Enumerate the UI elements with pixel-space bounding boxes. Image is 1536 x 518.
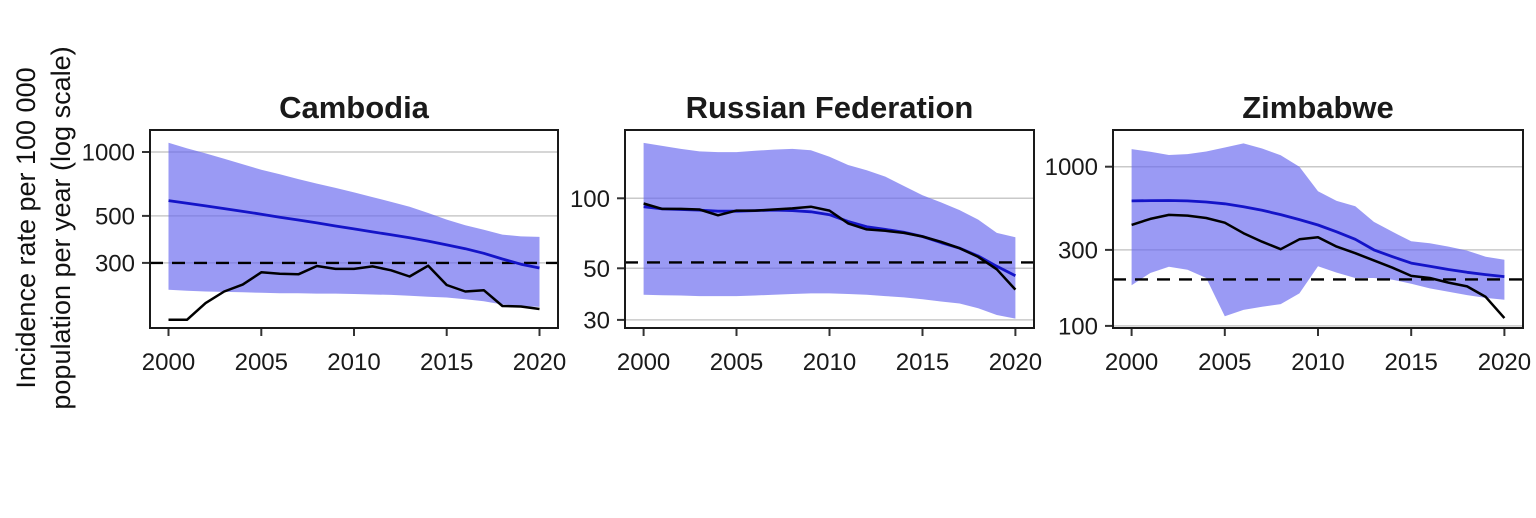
confidence-band (1131, 143, 1505, 317)
x-tick-label: 2020 (513, 349, 566, 376)
y-tick-label: 500 (95, 203, 135, 230)
x-tick-label: 2010 (1291, 349, 1344, 376)
panel-title-cambodia: Cambodia (279, 90, 429, 125)
plot-area: 2000 2005 2010 2015 2020 1000 500 300 2000 2005 20… (82, 129, 1531, 376)
x-tick-label: 2000 (142, 349, 195, 376)
y-tick-label: 30 (583, 307, 610, 334)
y-tick-label: 1000 (82, 140, 135, 167)
y-tick-label: 50 (583, 256, 610, 283)
x-tick-label: 2005 (235, 349, 288, 376)
x-tick-label: 2000 (617, 349, 670, 376)
notified-line (1131, 213, 1506, 319)
x-tick-label: 2015 (1385, 349, 1438, 376)
y-tick-label: 300 (1058, 237, 1098, 264)
x-tick-label: 2010 (803, 349, 856, 376)
x-tick-label: 2020 (989, 349, 1042, 376)
panel-border (1112, 129, 1524, 329)
notified-line (168, 264, 540, 321)
x-tick-label: 2015 (896, 349, 949, 376)
x-tick-label: 2020 (1478, 349, 1531, 376)
panel-border (624, 129, 1035, 329)
x-tick-label: 2015 (420, 349, 473, 376)
confidence-band (643, 142, 1016, 319)
x-tick-label: 2005 (1198, 349, 1251, 376)
estimate-line (1131, 199, 1505, 278)
y-tick-label: 100 (1058, 313, 1098, 340)
x-tick-label: 2010 (327, 349, 380, 376)
panel-border (149, 129, 559, 329)
x-tick-label: 2000 (1105, 349, 1158, 376)
panel-title-russian-federation: Russian Federation (685, 90, 974, 125)
estimate-line (168, 199, 540, 270)
notified-line (643, 202, 1017, 291)
x-tick-label: 2005 (710, 349, 763, 376)
confidence-band (168, 142, 540, 307)
y-tick-label: 100 (570, 186, 610, 213)
y-tick-label: 1000 (1045, 154, 1098, 181)
y-tick-label: 300 (95, 250, 135, 277)
panel-title-zimbabwe: Zimbabwe (1242, 90, 1394, 125)
